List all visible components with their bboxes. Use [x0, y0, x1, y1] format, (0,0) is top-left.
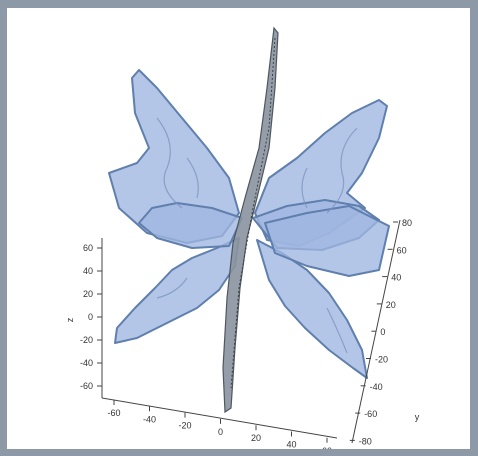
surface-wings: [108, 69, 390, 379]
wing-contour-1: [326, 127, 358, 214]
z-tick-label: 40: [83, 266, 93, 276]
plot-frame: 60 40 20 0 -20 -40 -60 z -60 -40 -20 0 20 40 60 80 60 40 2…: [7, 8, 470, 449]
plot-3d: 60 40 20 0 -20 -40 -60 z -60 -40 -20 0 20 40 60 80 60 40 2…: [65, 26, 420, 449]
wing-contour-2: [156, 277, 188, 299]
y-axis-title: y: [415, 412, 420, 422]
x-tick-label: -40: [143, 414, 156, 424]
z-tick-label: -20: [80, 335, 93, 345]
wing-contour-4: [186, 157, 199, 199]
y-tick-label: 0: [380, 327, 385, 337]
wing-lower-left: [114, 237, 240, 344]
y-tick-label: 40: [391, 273, 401, 283]
wing-contour-3: [326, 307, 348, 354]
axes: 60 40 20 0 -20 -40 -60 z -60 -40 -20 0 20 40 60 80 60 40 2…: [65, 218, 420, 449]
z-tick-label: 60: [83, 243, 93, 253]
y-tick-label: -80: [359, 436, 372, 446]
x-tick-label: 0: [218, 427, 223, 437]
y-tick-label: 80: [402, 218, 412, 228]
wing-far-right: [264, 205, 390, 277]
y-tick-label: 20: [386, 300, 396, 310]
wing-mid-left: [138, 202, 243, 249]
y-tick-label: -60: [364, 409, 377, 419]
z-tick-label: -60: [80, 381, 93, 391]
x-tick-label: 40: [286, 440, 296, 450]
y-tick-label: 60: [397, 245, 407, 255]
z-tick-label: 20: [83, 289, 93, 299]
x-tick-label: -60: [107, 408, 120, 418]
z-tick-label: -40: [80, 358, 93, 368]
x-tick-label: 20: [251, 433, 261, 443]
x-tick-label: 60: [322, 446, 332, 449]
z-tick-label: 0: [88, 312, 93, 322]
y-tick-label: -20: [375, 355, 388, 365]
wing-contour-0: [156, 117, 183, 209]
wing-contour-5: [301, 167, 308, 209]
z-axis-title: z: [65, 317, 75, 322]
y-tick-label: -40: [370, 382, 383, 392]
center-plane-ridge: [230, 37, 276, 389]
surface-center-plane: [222, 26, 279, 414]
x-axis-line: [101, 397, 338, 439]
wing-lower-right: [256, 239, 368, 379]
x-tick-label: -20: [178, 421, 191, 431]
